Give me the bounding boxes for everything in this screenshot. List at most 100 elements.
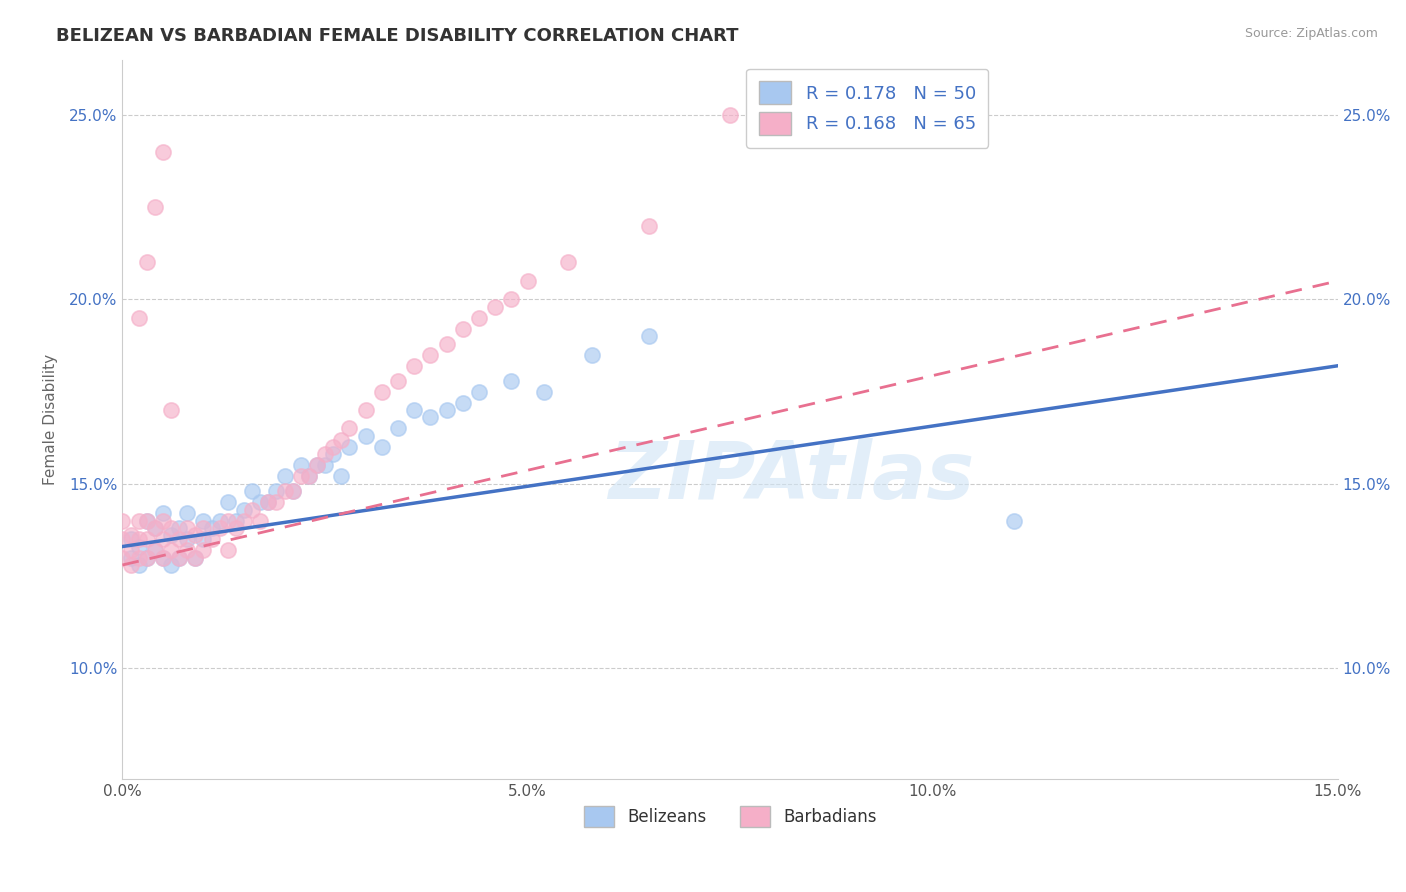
Point (257, 495, 280, 509)
Point (143, 521, 166, 535)
Point (143, 543, 166, 558)
Text: Source: ZipAtlas.com: Source: ZipAtlas.com (1244, 27, 1378, 40)
Point (167, 550, 190, 565)
Point (330, 433, 353, 447)
Point (240, 502, 263, 516)
Point (419, 348, 441, 362)
Point (128, 514, 150, 528)
Point (501, 374, 523, 388)
Point (387, 421, 409, 435)
Point (533, 384, 555, 399)
Point (281, 484, 304, 499)
Point (176, 506, 198, 520)
Point (217, 514, 239, 528)
Point (135, 550, 157, 565)
Point (128, 558, 150, 572)
Point (120, 550, 142, 565)
Point (208, 514, 231, 528)
Point (404, 359, 426, 373)
Point (143, 200, 166, 214)
Point (217, 543, 239, 558)
Point (451, 322, 474, 336)
Point (193, 532, 215, 546)
Point (718, 108, 741, 122)
Point (225, 521, 247, 535)
Text: BELIZEAN VS BARBADIAN FEMALE DISABILITY CORRELATION CHART: BELIZEAN VS BARBADIAN FEMALE DISABILITY … (56, 27, 738, 45)
Point (638, 329, 661, 343)
Point (152, 550, 174, 565)
Point (273, 469, 295, 483)
Point (281, 484, 304, 499)
Point (111, 550, 134, 565)
Point (273, 484, 295, 499)
Point (354, 403, 377, 417)
Point (233, 514, 256, 528)
Point (120, 543, 142, 558)
Point (249, 514, 271, 528)
Point (501, 293, 523, 307)
Point (193, 521, 215, 535)
Point (330, 469, 353, 483)
Point (337, 440, 360, 454)
Point (233, 502, 256, 516)
Point (337, 421, 360, 435)
Point (354, 429, 377, 443)
Point (135, 514, 157, 528)
Point (120, 528, 142, 542)
Point (225, 514, 247, 528)
Point (322, 440, 344, 454)
Point (167, 550, 190, 565)
Point (200, 521, 222, 535)
Point (371, 440, 394, 454)
Point (120, 532, 142, 546)
Point (298, 469, 321, 483)
Point (451, 395, 474, 409)
Point (184, 528, 207, 542)
Point (266, 484, 288, 499)
Point (404, 403, 426, 417)
Point (516, 274, 538, 288)
Point (143, 543, 166, 558)
Point (160, 558, 183, 572)
Point (120, 558, 142, 572)
Point (152, 550, 174, 565)
Point (436, 336, 458, 351)
Point (217, 495, 239, 509)
Point (128, 532, 150, 546)
Point (1002, 514, 1025, 528)
Point (152, 514, 174, 528)
Point (167, 532, 190, 546)
Point (436, 403, 458, 417)
Point (387, 374, 409, 388)
Point (290, 469, 312, 483)
Point (322, 447, 344, 461)
Point (176, 521, 198, 535)
Point (160, 528, 183, 542)
Legend: Belizeans, Barbadians: Belizeans, Barbadians (575, 797, 884, 835)
Point (135, 514, 157, 528)
Point (484, 300, 506, 314)
Point (193, 543, 215, 558)
Point (128, 540, 150, 554)
Point (290, 458, 312, 473)
Point (557, 255, 579, 269)
Point (184, 550, 207, 565)
Point (371, 384, 394, 399)
Point (208, 521, 231, 535)
Point (111, 514, 134, 528)
Point (314, 447, 336, 461)
Point (143, 521, 166, 535)
Point (128, 310, 150, 325)
Point (176, 532, 198, 546)
Point (111, 532, 134, 546)
Point (249, 495, 271, 509)
Y-axis label: Female Disability: Female Disability (44, 354, 58, 485)
Point (468, 310, 491, 325)
Point (468, 384, 491, 399)
Point (184, 550, 207, 565)
Point (200, 532, 222, 546)
Point (581, 348, 603, 362)
Point (160, 543, 183, 558)
Point (419, 410, 441, 425)
Point (266, 495, 288, 509)
